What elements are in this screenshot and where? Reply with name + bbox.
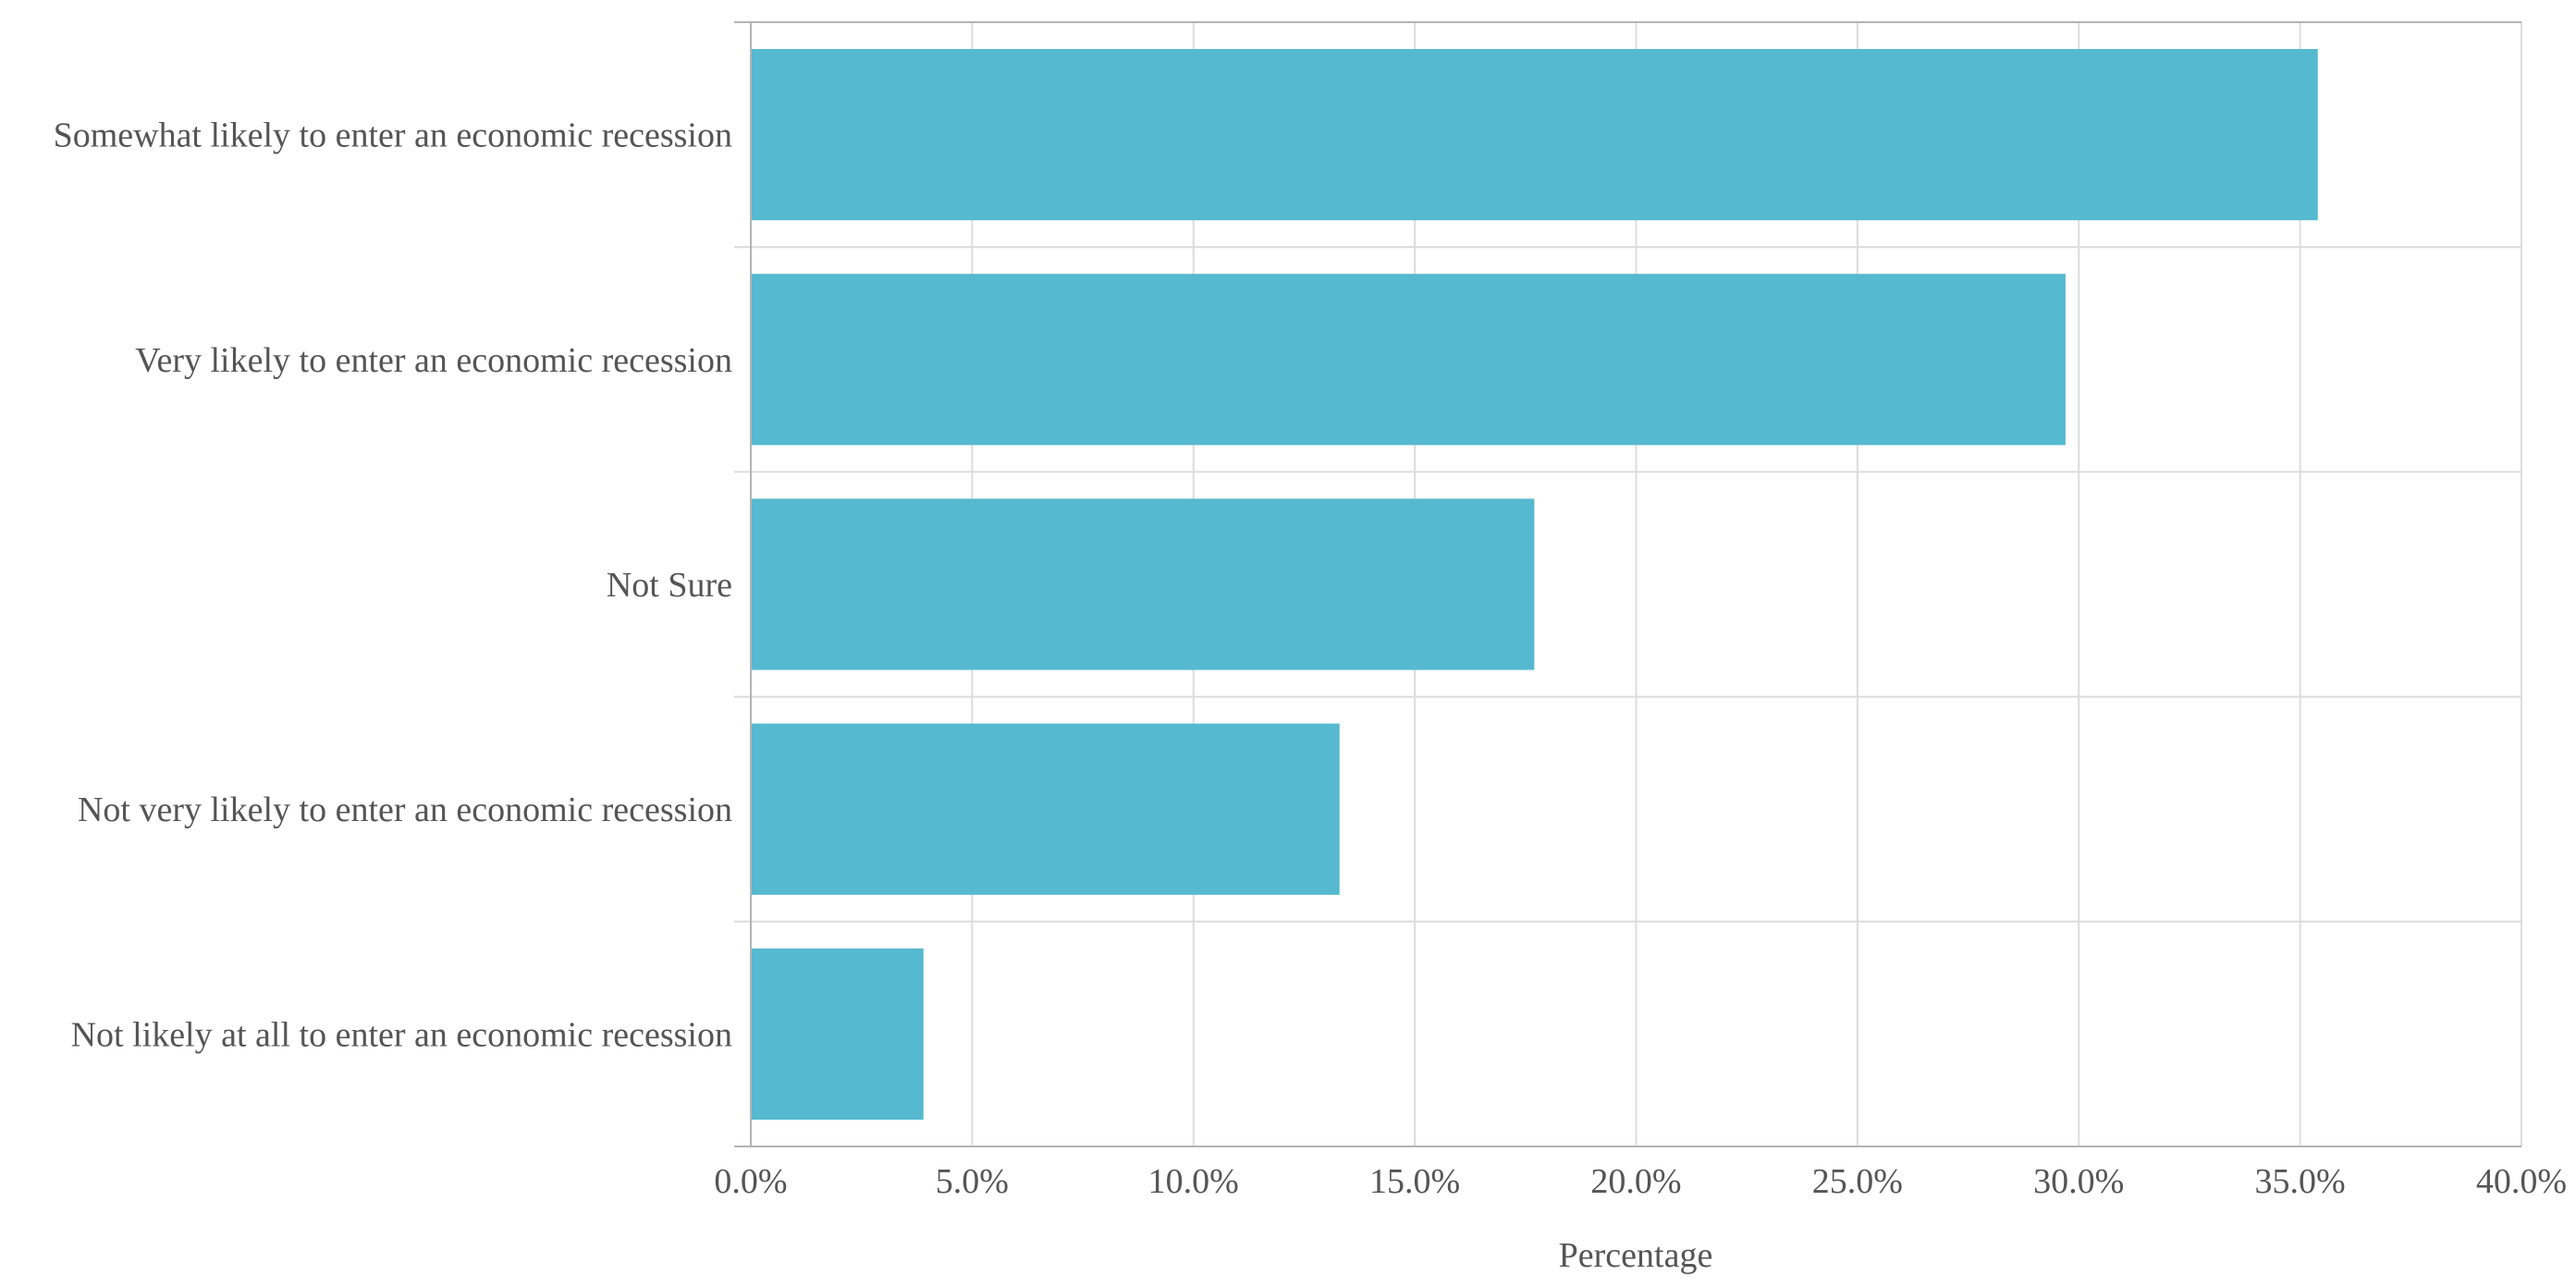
category-label: Not likely at all to enter an economic r…: [71, 1015, 732, 1054]
x-tick-labels: 0.0% 5.0% 10.0% 15.0% 20.0% 25.0% 30.0% 35.0% 40…: [714, 1162, 2567, 1201]
category-label: Not Sure: [607, 566, 732, 605]
x-tick-label: 15.0%: [1369, 1162, 1460, 1201]
x-tick-label: 25.0%: [1812, 1162, 1903, 1201]
bar: [751, 498, 1535, 670]
x-tick-label: 5.0%: [936, 1162, 1009, 1201]
bar: [751, 723, 1340, 895]
category-labels: Somewhat likely to enter an economic rec…: [54, 116, 732, 1055]
axis-layer: [734, 21, 2521, 1147]
x-tick-label: 10.0%: [1148, 1162, 1239, 1201]
x-tick-label: 40.0%: [2476, 1162, 2567, 1201]
x-tick-label: 0.0%: [714, 1162, 787, 1201]
bars-layer: [751, 49, 2318, 1120]
x-tick-label: 30.0%: [2033, 1162, 2124, 1201]
category-label: Not very likely to enter an economic rec…: [78, 791, 732, 829]
x-axis-title: Percentage: [1559, 1236, 1713, 1275]
x-tick-label: 20.0%: [1590, 1162, 1681, 1201]
category-label: Very likely to enter an economic recessi…: [135, 341, 732, 380]
bar: [751, 49, 2318, 221]
bar: [751, 948, 924, 1120]
bar: [751, 274, 2066, 446]
x-tick-label: 35.0%: [2255, 1162, 2346, 1201]
category-label: Somewhat likely to enter an economic rec…: [54, 116, 732, 155]
